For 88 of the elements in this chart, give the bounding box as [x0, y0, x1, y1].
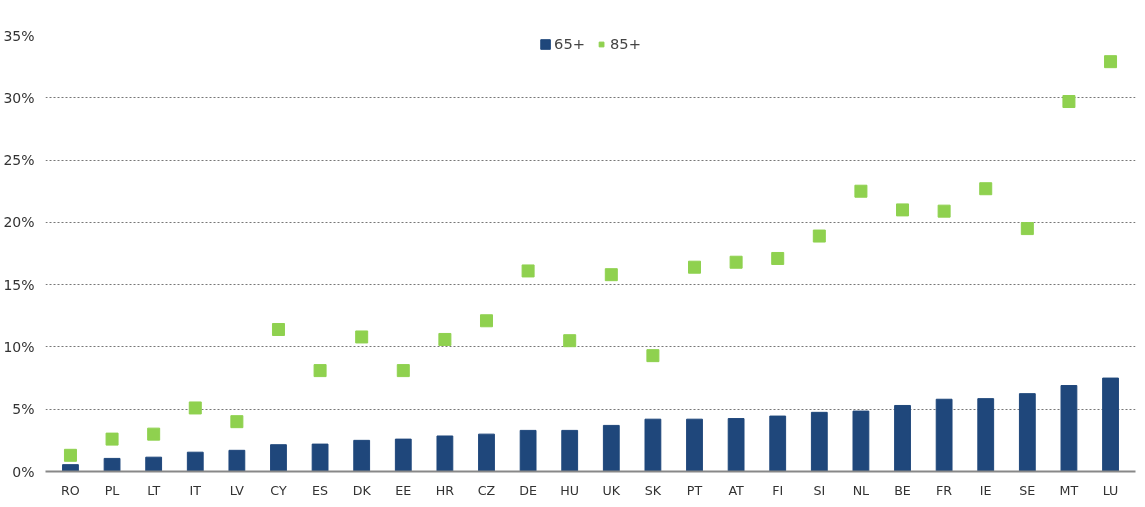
- x-tick-label: SK: [644, 482, 662, 498]
- bar: [1060, 385, 1078, 472]
- y-tick-label: 15%: [3, 276, 35, 293]
- bar: [1102, 377, 1119, 472]
- y-tick-label: 5%: [12, 401, 35, 418]
- x-tick-label: HU: [560, 482, 580, 498]
- x-tick-label: RO: [61, 482, 80, 498]
- point: [396, 364, 410, 378]
- legend-label: 85+: [610, 35, 641, 52]
- bar: [436, 435, 454, 472]
- point: [646, 349, 660, 363]
- x-tick-label: CZ: [477, 482, 496, 498]
- bar: [1018, 393, 1036, 472]
- bar: [686, 418, 703, 472]
- x-tick-label: LT: [147, 482, 161, 498]
- x-tick-label: AT: [728, 482, 745, 498]
- x-tick-label: NL: [852, 482, 870, 498]
- point: [1104, 55, 1118, 69]
- point: [63, 448, 77, 462]
- bar: [62, 464, 79, 472]
- bar: [186, 451, 204, 472]
- y-tick-label: 20%: [3, 214, 35, 231]
- x-tick-label: PL: [104, 482, 120, 498]
- x-tick-label: PT: [686, 482, 703, 498]
- x-tick-label: FI: [772, 482, 784, 498]
- y-tick-label: 35%: [3, 27, 35, 44]
- x-tick-label: IT: [189, 482, 202, 498]
- point: [188, 401, 202, 415]
- bar: [810, 411, 828, 472]
- x-tick-label: LU: [1102, 482, 1119, 498]
- legend-label: 65+: [554, 35, 585, 52]
- bar: [478, 433, 495, 472]
- bar: [894, 404, 911, 472]
- bar: [977, 398, 995, 472]
- point: [105, 432, 119, 446]
- bar: [519, 429, 537, 472]
- point: [563, 334, 577, 348]
- x-tick-label: BE: [894, 482, 911, 498]
- x-tick-label: FR: [936, 482, 953, 498]
- x-tick-label: HR: [435, 482, 455, 498]
- bar: [394, 438, 412, 472]
- y-tick-label: 25%: [3, 152, 35, 169]
- x-tick-label: DK: [352, 482, 372, 498]
- x-tick-label: SE: [1019, 482, 1036, 498]
- bar: [311, 443, 329, 472]
- point: [604, 268, 618, 282]
- bar: [228, 449, 246, 472]
- bar: [145, 456, 163, 472]
- x-tick-label: IE: [979, 482, 992, 498]
- point: [979, 182, 993, 196]
- x-tick-label: DE: [519, 482, 537, 498]
- x-tick-label: CY: [270, 482, 287, 498]
- point: [230, 415, 244, 429]
- point: [812, 229, 826, 243]
- bar: [644, 418, 662, 472]
- y-tick-label: 10%: [3, 338, 35, 355]
- point: [688, 260, 702, 274]
- point: [729, 255, 743, 269]
- bar: [727, 418, 745, 472]
- x-tick-label: EE: [395, 482, 412, 498]
- y-tick-label: 0%: [12, 463, 35, 480]
- point: [313, 364, 327, 378]
- bar: [602, 424, 620, 472]
- point: [771, 251, 785, 265]
- bar: [769, 415, 787, 472]
- bar: [935, 398, 953, 472]
- x-tick-label: LV: [229, 482, 245, 498]
- bar: [270, 444, 287, 472]
- x-tick-label: MT: [1059, 482, 1079, 498]
- bar: [353, 439, 371, 472]
- bar: [852, 410, 870, 472]
- bar: [561, 429, 579, 472]
- point: [147, 427, 161, 441]
- point: [438, 332, 452, 346]
- point: [271, 322, 285, 336]
- point: [854, 184, 868, 198]
- point: [896, 203, 910, 217]
- x-tick-label: SI: [813, 482, 826, 498]
- point: [479, 314, 493, 328]
- point: [521, 264, 535, 278]
- point: [1062, 95, 1076, 109]
- x-tick-label: ES: [312, 482, 329, 498]
- bar: [103, 457, 121, 472]
- x-tick-label: UK: [602, 482, 621, 498]
- point: [1020, 222, 1034, 236]
- point: [355, 330, 369, 344]
- y-tick-label: 30%: [3, 89, 35, 106]
- point: [937, 204, 951, 218]
